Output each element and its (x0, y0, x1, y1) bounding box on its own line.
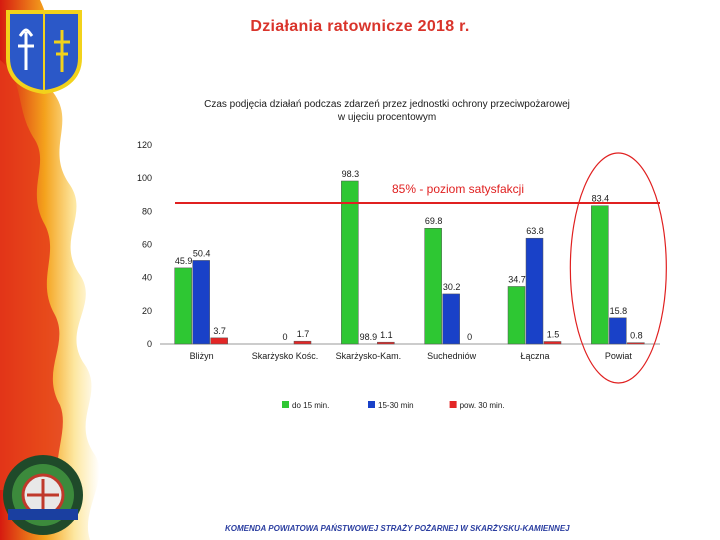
y-tick-label: 60 (142, 240, 152, 250)
x-tick-label: Bliżyn (190, 351, 214, 361)
data-label: 1.5 (547, 330, 560, 340)
footer-text: KOMENDA POWIATOWA PAŃSTWOWEJ STRAŻY POŻA… (225, 524, 570, 533)
x-tick-label: Powiat (605, 351, 633, 361)
legend-label: pow. 30 min. (460, 401, 505, 410)
highlight-ellipse (569, 152, 667, 384)
legend-swatch (368, 401, 375, 408)
legend-label: 15-30 min (378, 401, 414, 410)
data-label: 34.7 (508, 274, 526, 284)
data-label: 0.8 (630, 331, 643, 341)
data-label: 1.7 (297, 329, 310, 339)
y-tick-label: 40 (142, 273, 152, 283)
bar-bli-yn-s1 (192, 260, 210, 345)
y-tick-label: 100 (137, 173, 152, 183)
bar-suchedni-w-s0 (424, 227, 442, 345)
bar--czna-s1 (525, 237, 544, 345)
data-label: 0 (467, 332, 472, 342)
coat-of-arms-logo (6, 10, 82, 94)
data-label: 69.8 (425, 216, 443, 226)
chart-title-line: w ujęciu procentowym (337, 112, 436, 123)
y-tick-label: 20 (142, 306, 152, 316)
legend-swatch (449, 401, 457, 408)
fire-service-emblem (3, 455, 83, 535)
bar-suchedni-w-s1 (442, 293, 460, 345)
x-tick-label: Skarżysko-Kam. (336, 351, 402, 361)
data-label: 15.8 (610, 306, 628, 316)
legend-label: do 15 min. (292, 401, 329, 410)
data-label: 1.1 (380, 330, 393, 340)
satisfaction-label: 85% - poziom satysfakcji (392, 182, 524, 196)
chart-title-line: Czas podjęcia działań podczas zdarzeń pr… (204, 99, 570, 110)
x-tick-label: Łączna (520, 351, 549, 361)
data-label: 45.9 (175, 256, 193, 266)
data-label: 0 (282, 332, 287, 342)
bar-powiat-s1 (609, 317, 627, 345)
flame-decoration (0, 0, 100, 540)
data-label: 50.4 (193, 248, 211, 258)
data-label: 98.9 (360, 332, 378, 342)
y-tick-label: 0 (147, 339, 152, 349)
bar--czna-s2 (543, 341, 562, 345)
data-label: 83.4 (592, 194, 610, 204)
legend-swatch (282, 401, 289, 408)
data-label: 98.3 (342, 169, 360, 179)
y-tick-label: 80 (142, 206, 152, 216)
bar-bli-yn-s2 (210, 337, 228, 345)
bar-powiat-s0 (591, 205, 609, 345)
data-label: 63.8 (526, 226, 544, 236)
x-tick-label: Suchedniów (427, 351, 477, 361)
bar-skar-ysko-kam--s0 (341, 180, 359, 345)
data-label: 3.7 (213, 326, 226, 336)
y-tick-label: 120 (137, 140, 152, 150)
bar-bli-yn-s0 (174, 267, 192, 345)
x-tick-label: Skarżysko Kośc. (252, 351, 319, 361)
bar-skar-ysko-ko-c--s2 (293, 340, 312, 345)
data-label: 30.2 (443, 282, 461, 292)
bar--czna-s0 (507, 286, 526, 345)
slide-title: Działania ratownicze 2018 r. (250, 18, 470, 35)
bar-skar-ysko-kam--s2 (377, 341, 395, 345)
bar-powiat-s2 (627, 342, 645, 345)
